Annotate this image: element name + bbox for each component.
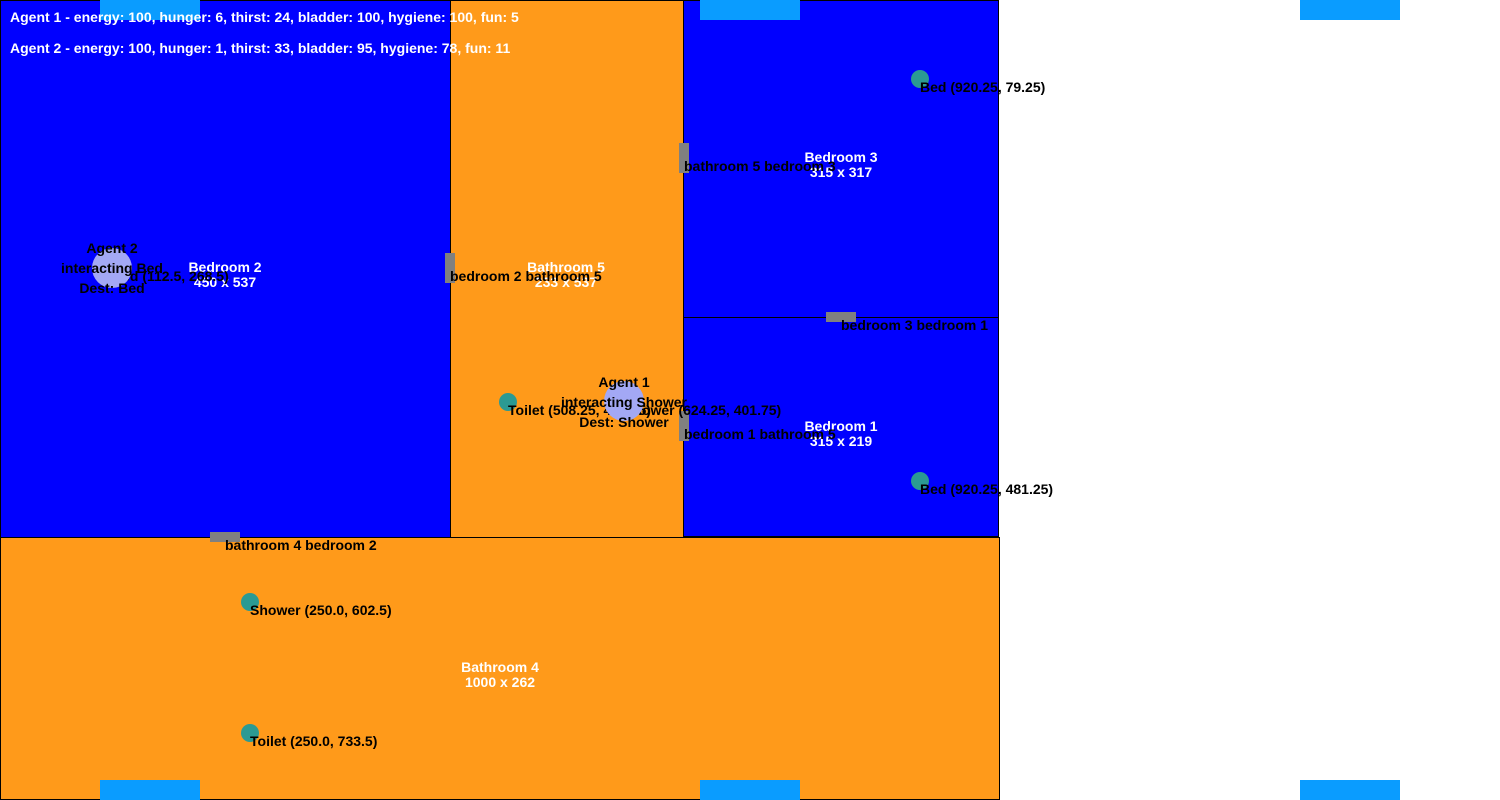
window-bottom-2-overlay bbox=[700, 780, 800, 800]
object-label: Bed (920.25, 481.25) bbox=[920, 481, 1054, 497]
window-top-2-overlay bbox=[700, 0, 800, 20]
agent-interaction: interacting Bed bbox=[61, 260, 163, 276]
agent-name: Agent 2 bbox=[86, 240, 138, 256]
agent-interaction: interacting Shower bbox=[560, 394, 688, 410]
agent-destination: Dest: Bed bbox=[79, 280, 145, 296]
door-label: bathroom 5 bedroom 3 bbox=[684, 158, 836, 174]
door-bathroom4-bedroom2[interactable] bbox=[210, 532, 240, 542]
room-label-bedroom-2: Bedroom 2 450 x 537 bbox=[188, 260, 261, 290]
object-label: Shower (250.0, 602.5) bbox=[250, 602, 392, 618]
door-bathroom5-bedroom3[interactable] bbox=[679, 143, 689, 173]
room-size: 233 x 537 bbox=[534, 274, 598, 290]
agent-name: Agent 1 bbox=[598, 374, 650, 390]
agent-2-info: Agent 2 interacting Bed Dest: Bed bbox=[61, 238, 163, 298]
room-label-bedroom-3: Bedroom 3 315 x 317 bbox=[804, 150, 877, 180]
window-bottom-3 bbox=[1300, 780, 1400, 800]
door-label: bathroom 4 bedroom 2 bbox=[225, 537, 377, 553]
room-label-bathroom-4: Bathroom 4 1000 x 262 bbox=[461, 660, 539, 690]
agent-2[interactable] bbox=[92, 248, 132, 288]
object-label: Toilet (250.0, 733.5) bbox=[250, 733, 378, 749]
door-bedroom2-bathroom5[interactable] bbox=[445, 253, 455, 283]
agent-1-status: Agent 1 - energy: 100, hunger: 6, thirst… bbox=[10, 9, 519, 25]
object-label: Shower (624.25, 401.75) bbox=[624, 402, 782, 418]
room-bedroom-2 bbox=[0, 0, 451, 538]
room-bathroom-5 bbox=[450, 0, 684, 538]
room-size: 315 x 317 bbox=[809, 164, 873, 180]
room-name: Bedroom 3 bbox=[804, 149, 878, 165]
door-bedroom3-bedroom1[interactable] bbox=[826, 312, 856, 322]
agent-destination: Dest: Shower bbox=[579, 414, 669, 430]
agent-1[interactable] bbox=[604, 381, 644, 421]
door-bedroom1-bathroom5[interactable] bbox=[679, 411, 689, 441]
room-name: Bedroom 1 bbox=[804, 418, 878, 434]
room-size: 315 x 219 bbox=[809, 433, 873, 449]
window-bottom-1-overlay bbox=[100, 780, 200, 800]
bed-bedroom-3[interactable] bbox=[911, 70, 929, 88]
shower-bathroom-4[interactable] bbox=[241, 593, 259, 611]
toilet-bathroom-5[interactable] bbox=[499, 393, 517, 411]
door-label: bedroom 2 bathroom 5 bbox=[450, 268, 602, 284]
room-bedroom-3 bbox=[683, 0, 999, 318]
room-name: Bathroom 5 bbox=[527, 259, 605, 275]
agent-2-status: Agent 2 - energy: 100, hunger: 1, thirst… bbox=[10, 40, 511, 56]
object-label: Bed (112.5, 268.5) bbox=[112, 268, 229, 284]
room-label-bedroom-1: Bedroom 1 315 x 219 bbox=[804, 419, 877, 449]
door-label: bedroom 3 bedroom 1 bbox=[841, 317, 989, 333]
room-name: Bathroom 4 bbox=[461, 659, 539, 675]
agent-1-info: Agent 1 interacting Shower Dest: Shower bbox=[561, 372, 687, 432]
room-size: 450 x 537 bbox=[193, 274, 257, 290]
room-name: Bedroom 2 bbox=[188, 259, 262, 275]
room-label-bathroom-5: Bathroom 5 233 x 537 bbox=[527, 260, 605, 290]
toilet-bathroom-4[interactable] bbox=[241, 724, 259, 742]
door-label: bedroom 1 bathroom 5 bbox=[684, 426, 836, 442]
bed-bedroom-1[interactable] bbox=[911, 472, 929, 490]
room-bathroom-4 bbox=[0, 537, 1000, 800]
object-label: Bed (920.25, 79.25) bbox=[920, 79, 1046, 95]
window-top-3 bbox=[1300, 0, 1400, 20]
window-top-1-overlay bbox=[100, 0, 200, 20]
room-size: 1000 x 262 bbox=[464, 674, 536, 690]
